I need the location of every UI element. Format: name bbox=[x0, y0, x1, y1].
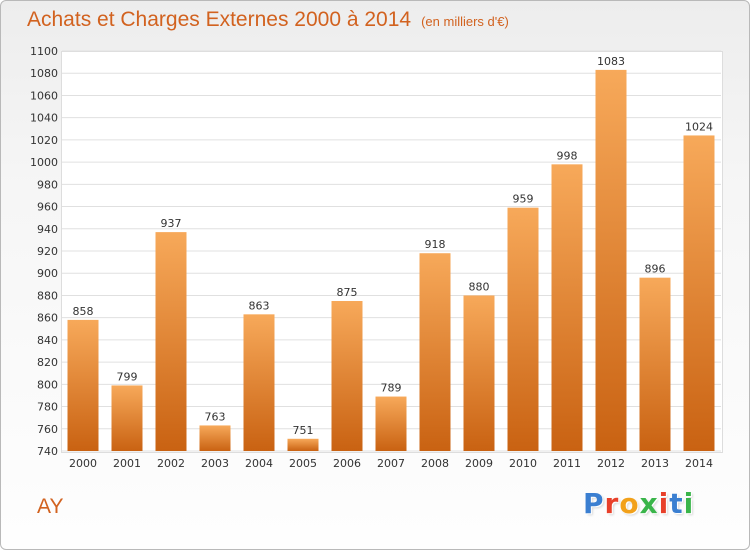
y-tick-label: 820 bbox=[37, 356, 58, 369]
data-label: 875 bbox=[337, 286, 358, 299]
title-text: Achats et Charges Externes 2000 à 2014 bbox=[27, 8, 412, 31]
y-tick-label: 760 bbox=[37, 423, 58, 436]
bar bbox=[155, 232, 187, 451]
y-tick-label: 940 bbox=[37, 223, 58, 236]
y-tick-label: 780 bbox=[37, 401, 58, 414]
x-tick-label: 2006 bbox=[333, 457, 361, 470]
y-tick-label: 800 bbox=[37, 378, 58, 391]
x-tick-label: 2014 bbox=[685, 457, 713, 470]
y-tick-label: 960 bbox=[37, 201, 58, 214]
proxiti-logo: Proxiti bbox=[583, 487, 694, 520]
y-tick-label: 920 bbox=[37, 245, 58, 258]
data-label: 1024 bbox=[685, 120, 713, 133]
data-label: 896 bbox=[645, 263, 666, 276]
bar bbox=[639, 277, 671, 451]
x-tick-label: 2007 bbox=[377, 457, 405, 470]
y-tick-label: 840 bbox=[37, 334, 58, 347]
y-tick-label: 740 bbox=[37, 445, 58, 458]
bar bbox=[683, 135, 715, 451]
bar bbox=[507, 207, 539, 451]
x-tick-label: 2013 bbox=[641, 457, 669, 470]
data-label: 998 bbox=[557, 149, 578, 162]
x-tick-label: 2010 bbox=[509, 457, 537, 470]
y-axis: 740 760 780 800 820 840 860 880 900 920 940 960 980 1… bbox=[30, 45, 58, 458]
data-label: 789 bbox=[381, 382, 402, 395]
bar bbox=[199, 425, 231, 451]
chart-title: Achats et Charges Externes 2000 à 2014 (e… bbox=[27, 8, 509, 32]
data-label: 1083 bbox=[597, 55, 625, 68]
x-tick-label: 2011 bbox=[553, 457, 581, 470]
data-label: 959 bbox=[513, 193, 534, 206]
bars bbox=[67, 69, 715, 452]
y-tick-label: 1060 bbox=[30, 89, 58, 102]
bar bbox=[111, 385, 143, 451]
bar bbox=[243, 314, 275, 451]
bar bbox=[595, 69, 627, 451]
city-name: AY bbox=[37, 495, 64, 518]
logo-letter: r bbox=[604, 487, 620, 520]
y-tick-label: 1100 bbox=[30, 45, 58, 58]
data-label: 763 bbox=[205, 410, 226, 423]
y-tick-label: 1040 bbox=[30, 112, 58, 125]
data-label: 918 bbox=[425, 238, 446, 251]
data-label: 863 bbox=[249, 299, 270, 312]
bar bbox=[287, 438, 319, 451]
y-tick-label: 1020 bbox=[30, 134, 58, 147]
x-tick-label: 2008 bbox=[421, 457, 449, 470]
x-tick-label: 2012 bbox=[597, 457, 625, 470]
bar bbox=[375, 396, 407, 451]
x-tick-label: 2001 bbox=[113, 457, 141, 470]
y-tick-label: 860 bbox=[37, 312, 58, 325]
data-label: 799 bbox=[117, 370, 138, 383]
x-axis: 2000 2001 2002 2003 2004 2005 2006 2007 2008 2009… bbox=[69, 457, 713, 470]
y-tick-label: 1080 bbox=[30, 67, 58, 80]
bar bbox=[67, 319, 99, 451]
logo-letter: t bbox=[669, 487, 684, 520]
data-labels: 858 799 937 763 863 751 875 789 918 880 959 998 1083… bbox=[73, 55, 714, 437]
data-label: 937 bbox=[161, 217, 182, 230]
bar bbox=[419, 253, 451, 451]
x-tick-label: 2002 bbox=[157, 457, 185, 470]
y-tick-label: 1000 bbox=[30, 156, 58, 169]
logo-letter: x bbox=[639, 487, 659, 520]
x-tick-label: 2009 bbox=[465, 457, 493, 470]
logo-letter: P bbox=[583, 487, 605, 520]
bar bbox=[331, 301, 363, 451]
logo-letter: i bbox=[658, 487, 670, 520]
bar bbox=[463, 295, 495, 451]
x-tick-label: 2005 bbox=[289, 457, 317, 470]
y-tick-label: 880 bbox=[37, 289, 58, 302]
x-tick-label: 2003 bbox=[201, 457, 229, 470]
unit-label: (en milliers d'€) bbox=[421, 14, 509, 29]
logo-letter: o bbox=[619, 487, 640, 520]
y-tick-label: 980 bbox=[37, 178, 58, 191]
logo-letter: i bbox=[683, 487, 695, 520]
y-tick-label: 900 bbox=[37, 267, 58, 280]
data-label: 858 bbox=[73, 305, 94, 318]
bar-chart: 740 760 780 800 820 840 860 880 900 920 940 960 980 1… bbox=[30, 45, 721, 470]
data-label: 880 bbox=[469, 280, 490, 293]
x-tick-label: 2000 bbox=[69, 457, 97, 470]
bar bbox=[551, 164, 583, 452]
data-label: 751 bbox=[293, 424, 314, 437]
x-tick-label: 2004 bbox=[245, 457, 273, 470]
